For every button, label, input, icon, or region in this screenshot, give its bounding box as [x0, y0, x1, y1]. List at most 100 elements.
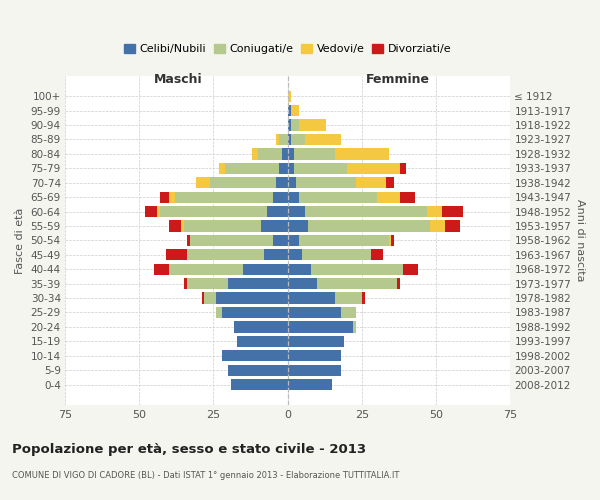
Bar	[276, 134, 278, 145]
Bar	[356, 177, 386, 188]
Bar	[287, 322, 353, 332]
Bar	[261, 220, 287, 232]
Bar	[237, 336, 287, 347]
Bar	[154, 264, 169, 275]
Bar	[290, 105, 299, 117]
Text: Femmine: Femmine	[365, 73, 430, 86]
Bar	[287, 162, 293, 174]
Bar	[287, 134, 290, 145]
Bar	[287, 206, 305, 217]
Bar	[386, 177, 394, 188]
Bar	[400, 162, 406, 174]
Bar	[166, 249, 187, 260]
Bar	[299, 192, 377, 203]
Bar	[175, 192, 273, 203]
Bar	[430, 220, 445, 232]
Bar	[353, 322, 356, 332]
Bar	[187, 278, 228, 289]
Bar	[445, 220, 460, 232]
Text: COMUNE DI VIGO DI CADORE (BL) - Dati ISTAT 1° gennaio 2013 - Elaborazione TUTTIT: COMUNE DI VIGO DI CADORE (BL) - Dati IST…	[12, 470, 400, 480]
Bar	[287, 90, 290, 102]
Bar	[287, 249, 302, 260]
Bar	[290, 134, 305, 145]
Bar	[287, 220, 308, 232]
Bar	[299, 120, 326, 130]
Bar	[290, 120, 299, 130]
Bar	[287, 278, 317, 289]
Bar	[202, 292, 205, 304]
Bar	[225, 162, 278, 174]
Bar	[311, 264, 403, 275]
Bar	[362, 292, 365, 304]
Bar	[217, 292, 287, 304]
Bar	[205, 292, 217, 304]
Bar	[427, 206, 442, 217]
Bar	[341, 307, 356, 318]
Bar	[222, 350, 287, 362]
Bar	[287, 379, 332, 390]
Bar	[169, 220, 181, 232]
Bar	[157, 206, 160, 217]
Bar	[302, 249, 371, 260]
Bar	[287, 177, 296, 188]
Bar	[287, 235, 299, 246]
Bar	[273, 235, 287, 246]
Bar	[145, 206, 157, 217]
Bar	[228, 278, 287, 289]
Bar	[267, 206, 287, 217]
Bar	[377, 192, 400, 203]
Bar	[397, 278, 400, 289]
Bar	[287, 307, 341, 318]
Bar	[187, 249, 264, 260]
Bar	[403, 264, 418, 275]
Bar	[196, 177, 211, 188]
Bar	[169, 264, 243, 275]
Bar	[243, 264, 287, 275]
Bar	[287, 350, 341, 362]
Bar	[287, 192, 299, 203]
Bar	[287, 364, 341, 376]
Bar	[276, 177, 287, 188]
Bar	[217, 307, 222, 318]
Bar	[391, 235, 394, 246]
Bar	[335, 292, 362, 304]
Bar	[278, 134, 287, 145]
Bar	[347, 162, 400, 174]
Bar	[160, 192, 169, 203]
Bar	[184, 220, 261, 232]
Bar	[228, 364, 287, 376]
Bar	[305, 134, 341, 145]
Bar	[181, 220, 184, 232]
Text: Popolazione per età, sesso e stato civile - 2013: Popolazione per età, sesso e stato civil…	[12, 442, 366, 456]
Bar	[220, 162, 225, 174]
Bar	[308, 220, 430, 232]
Bar	[190, 235, 273, 246]
Bar	[296, 177, 356, 188]
Bar	[184, 278, 187, 289]
Bar	[160, 206, 267, 217]
Bar	[252, 148, 258, 160]
Bar	[273, 192, 287, 203]
Bar	[264, 249, 287, 260]
Bar	[371, 249, 383, 260]
Bar	[287, 336, 344, 347]
Y-axis label: Fasce di età: Fasce di età	[15, 207, 25, 274]
Bar	[389, 235, 391, 246]
Bar	[222, 307, 287, 318]
Bar	[169, 192, 175, 203]
Bar	[278, 162, 287, 174]
Bar	[287, 105, 290, 117]
Bar	[335, 148, 389, 160]
Bar	[305, 206, 427, 217]
Text: Maschi: Maschi	[154, 73, 202, 86]
Bar	[317, 278, 397, 289]
Bar	[442, 206, 463, 217]
Bar	[299, 235, 389, 246]
Bar	[287, 264, 311, 275]
Y-axis label: Anni di nascita: Anni di nascita	[575, 199, 585, 281]
Legend: Celibi/Nubili, Coniugati/e, Vedovi/e, Divorziati/e: Celibi/Nubili, Coniugati/e, Vedovi/e, Di…	[122, 42, 454, 56]
Bar	[234, 322, 287, 332]
Bar	[293, 162, 347, 174]
Bar	[287, 148, 293, 160]
Bar	[231, 379, 287, 390]
